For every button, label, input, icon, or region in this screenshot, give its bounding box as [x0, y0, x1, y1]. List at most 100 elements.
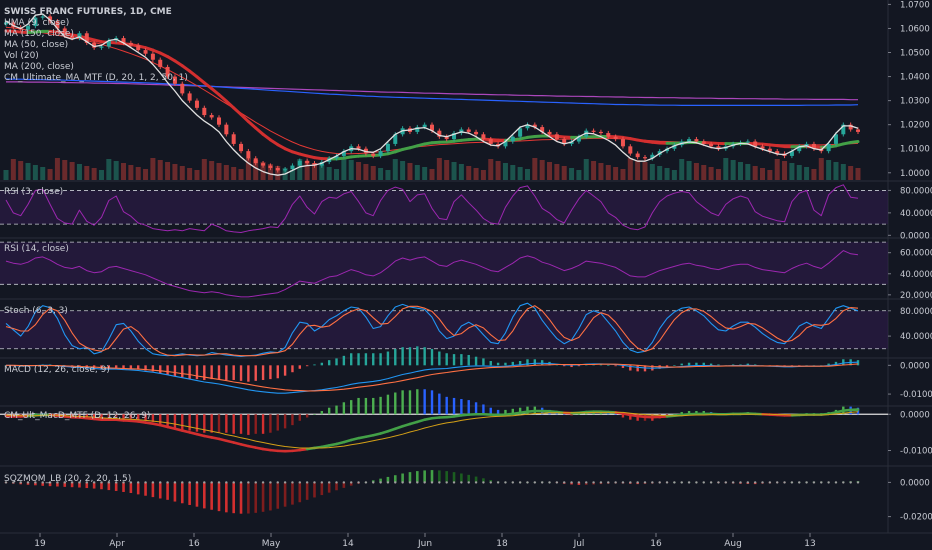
candle-body: [172, 76, 177, 84]
histogram-bar: [842, 359, 845, 366]
candle-body: [253, 158, 258, 164]
histogram-bar: [151, 414, 155, 422]
candle-body: [797, 146, 802, 152]
sqzmom-dot: [834, 481, 838, 484]
histogram-bar: [482, 404, 485, 415]
histogram-bar: [305, 365, 309, 367]
sqzmom-dot: [335, 481, 338, 484]
histogram-bar: [364, 353, 368, 366]
stoch-legend: Stoch (6, 3, 3): [4, 306, 68, 316]
histogram-bar: [430, 348, 434, 366]
histogram-bar: [195, 365, 199, 380]
volume-bar: [760, 168, 766, 180]
sqzmom-bar: [342, 482, 346, 488]
histogram-bar: [599, 364, 603, 366]
volume-bar: [826, 160, 832, 180]
candle-body: [547, 131, 552, 135]
sqzmom-dot: [85, 481, 88, 484]
volume-bar: [216, 163, 222, 180]
sqzmom-bar: [283, 482, 287, 507]
sqzmom-dot: [203, 481, 206, 484]
sqzmom-dot: [166, 481, 169, 484]
volume-bar: [98, 170, 104, 180]
volume-bar: [289, 170, 295, 180]
histogram-bar: [254, 414, 257, 434]
histogram-bar: [203, 414, 206, 433]
candle-body: [334, 155, 339, 159]
histogram-bar: [225, 414, 228, 433]
candle-body: [99, 46, 104, 48]
candle-body: [804, 143, 809, 147]
volume-bar: [583, 159, 589, 180]
sqzmom-dot: [504, 481, 507, 484]
sqzmom-bar: [577, 482, 581, 485]
volume-bar: [209, 161, 215, 180]
axis-tick-label: 1.0100: [900, 145, 930, 155]
volume-bar: [576, 170, 582, 180]
volume-bar: [532, 158, 538, 180]
histogram-bar: [107, 365, 111, 369]
volume-bar: [25, 163, 31, 180]
histogram-bar: [834, 361, 838, 366]
candle-body: [532, 124, 537, 128]
volume-bar: [642, 162, 648, 180]
candle-body: [202, 107, 207, 116]
volume-bar: [840, 164, 846, 180]
sqzmom-dot: [776, 481, 779, 484]
sqzmom-dot: [533, 481, 537, 484]
candle-body: [70, 35, 75, 39]
date-label: 18: [496, 539, 508, 549]
candle-body: [554, 134, 559, 140]
sqzmom-dot: [695, 481, 698, 484]
histogram-bar: [636, 365, 639, 372]
candle-body: [378, 151, 383, 156]
ult-ma-segment: [224, 99, 236, 110]
histogram-bar: [269, 414, 272, 433]
histogram-bar: [570, 365, 573, 368]
histogram-bar: [327, 360, 331, 366]
stoch-k-line: [5, 302, 859, 357]
histogram-bar: [166, 365, 169, 375]
histogram-bar: [408, 347, 412, 366]
volume-bar: [385, 170, 391, 180]
chart-title: SWISS FRANC FUTURES, 1D, CME: [4, 7, 172, 17]
histogram-bar: [629, 414, 632, 420]
candle-body: [92, 42, 97, 48]
date-axis: 19 Apr 16 May 14 Jun 18 Jul 16 Aug 13: [34, 533, 816, 549]
sqzmom-bar: [349, 482, 353, 486]
sqzmom-bar: [56, 482, 59, 487]
histogram-bar: [504, 409, 507, 415]
sqzmom-bar: [416, 471, 419, 483]
volume-bar: [400, 161, 406, 180]
macd-legend: MACD (12, 26, close, 9): [4, 365, 110, 375]
volume-bar: [635, 160, 641, 180]
price-legend-entry: MA (200, close): [4, 62, 74, 72]
histogram-bar: [695, 362, 698, 366]
sqzmom-dot: [386, 481, 390, 484]
candle-body: [525, 124, 530, 129]
candle-body: [187, 93, 192, 101]
histogram-bar: [416, 389, 419, 415]
ult-ma-segment: [195, 75, 206, 85]
candle-body: [569, 141, 574, 144]
histogram-bar: [452, 397, 456, 415]
sqzmom-legend: SQZMOM_LB (20, 2, 20, 1.5): [4, 474, 131, 484]
sqzmom-dot: [430, 481, 434, 484]
volume-bar: [187, 168, 193, 180]
volume-bar: [833, 162, 839, 180]
price-legend-entry: MA (150, close): [4, 29, 74, 39]
sqzmom-dot: [482, 481, 485, 484]
volume-bar: [591, 161, 597, 180]
volume-bar: [223, 165, 229, 180]
histogram-bar: [614, 414, 617, 415]
stoch-band-fill: [0, 310, 888, 349]
histogram-bar: [445, 396, 448, 415]
volume-bar: [135, 167, 141, 180]
volume-bar: [69, 162, 75, 180]
axis-tick-label: 1.0400: [900, 73, 930, 83]
sqzmom-dot: [122, 481, 125, 484]
candle-body: [341, 151, 346, 156]
date-label: 13: [804, 539, 815, 549]
axis-tick-label: 1.0000: [900, 169, 930, 179]
histogram-bar: [320, 362, 324, 366]
